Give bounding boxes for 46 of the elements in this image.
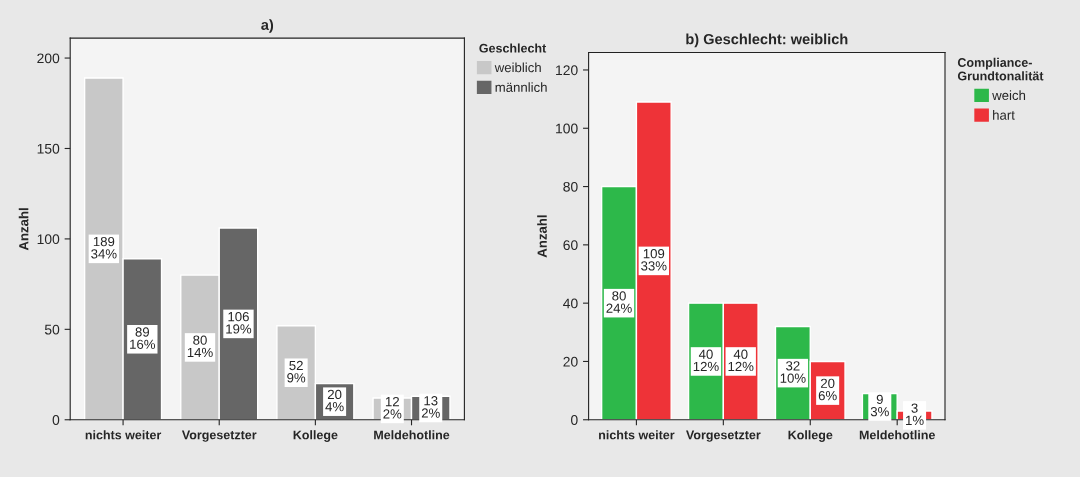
y-tick-label: 20	[563, 356, 578, 367]
y-tick-label: 40	[563, 298, 578, 309]
y-tick-label: 200	[37, 53, 60, 64]
legend-label: weich	[992, 90, 1026, 101]
legend-label: männlich	[495, 82, 547, 92]
x-tick-label: Meldehotline	[859, 430, 935, 440]
data-label: 13 2%	[421, 396, 440, 418]
data-label: 52 9%	[287, 360, 306, 383]
data-label: 9 3%	[870, 394, 889, 417]
x-tick-label: Kollege	[788, 430, 833, 442]
data-label: 20 4%	[325, 389, 344, 412]
y-axis-title: Anzahl	[537, 215, 547, 258]
y-tick-label: 150	[37, 143, 60, 154]
data-label: 106 19%	[226, 311, 252, 334]
data-label: 80 14%	[187, 335, 213, 358]
chart-title: a)	[261, 19, 274, 33]
y-tick-label: 50	[44, 324, 60, 335]
y-tick-label: 80	[563, 181, 578, 192]
x-tick-label: Vorgesetzter	[181, 430, 257, 442]
data-label: 109 33%	[641, 248, 667, 271]
legend-label: hart	[993, 110, 1015, 120]
data-label: 40 12%	[693, 349, 719, 372]
legend-label: weiblich	[494, 62, 541, 73]
x-tick-label: nichts weiter	[85, 430, 162, 440]
x-tick-label: nichts weiter	[599, 430, 675, 440]
data-label: 89 16%	[130, 327, 156, 349]
y-tick-label: 120	[556, 65, 578, 76]
x-tick-label: Meldehotline	[374, 430, 450, 440]
legend-title: Geschlecht	[479, 43, 547, 53]
data-label: 80 24%	[606, 291, 632, 313]
y-tick-label: 0	[571, 415, 578, 425]
y-tick-label: 0	[52, 415, 60, 425]
y-tick-label: 60	[563, 240, 578, 251]
y-tick-label: 100	[37, 234, 60, 245]
data-label: 12 2%	[383, 396, 402, 419]
x-tick-label: Vorgesetzter	[686, 430, 761, 442]
data-label: 3 1%	[906, 403, 924, 426]
chart-title: b) Geschlecht: weiblich	[686, 33, 848, 48]
data-label: 40 12%	[728, 349, 754, 372]
data-label: 32 10%	[780, 361, 806, 383]
data-label: 20 6%	[818, 378, 837, 401]
data-label: 189 34%	[91, 236, 117, 259]
y-tick-label: 100	[556, 123, 578, 134]
x-tick-label: Kollege	[293, 430, 338, 442]
legend-title: Compliance- Grundtonalität	[957, 57, 1044, 81]
y-axis-title: Anzahl	[18, 208, 29, 251]
